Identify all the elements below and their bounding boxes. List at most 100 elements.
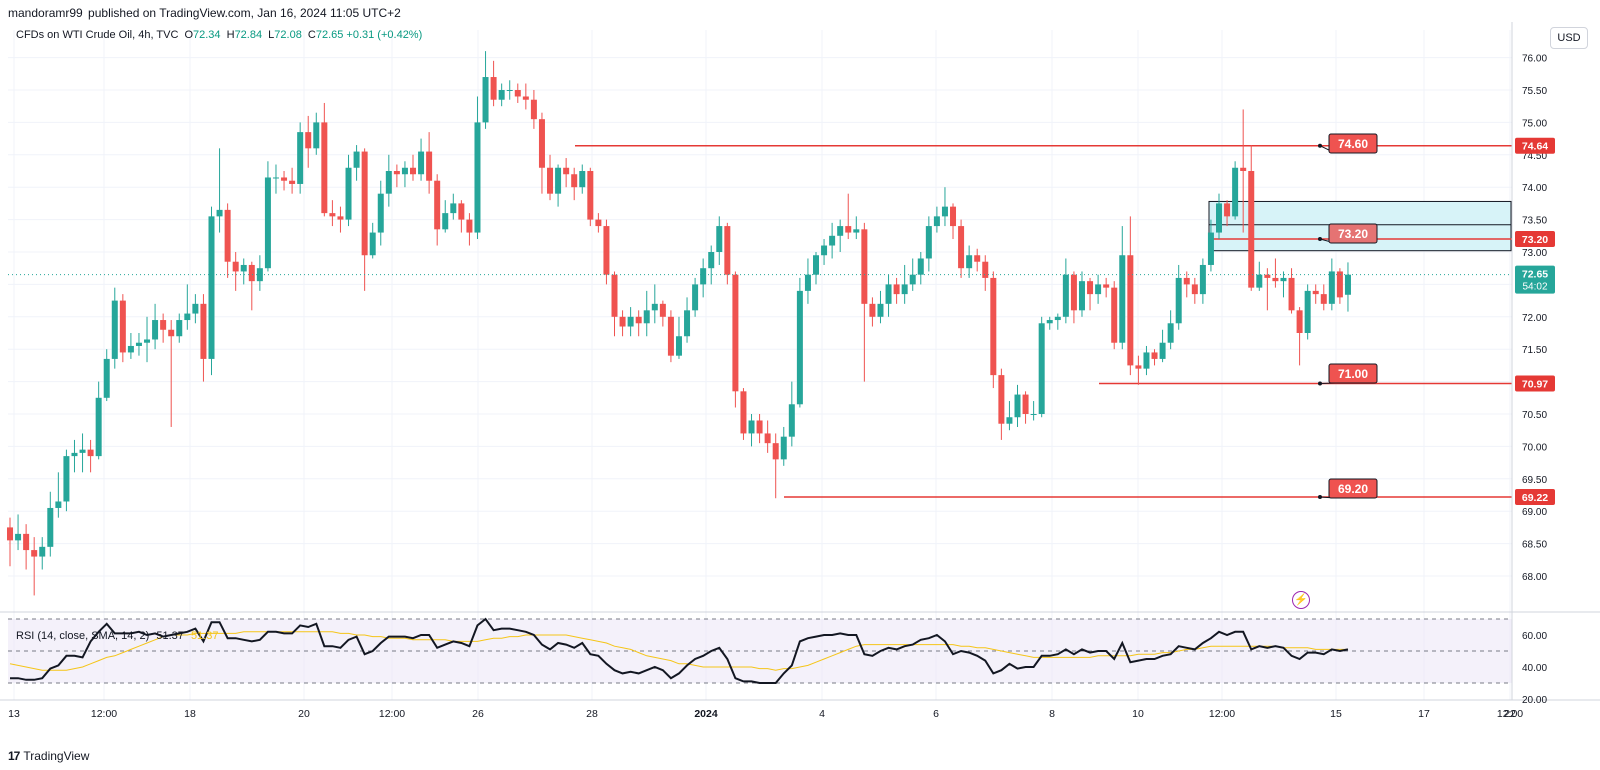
- candle-body: [998, 375, 1005, 424]
- candle-body: [1014, 394, 1021, 418]
- time-tick-label: 2024: [694, 708, 718, 720]
- lightning-icon[interactable]: ⚡: [1292, 591, 1310, 609]
- candle-body: [579, 171, 586, 188]
- candle-body: [1256, 274, 1263, 288]
- price-tick-label: 70.50: [1522, 410, 1547, 421]
- horizontal-levels: [575, 144, 1512, 498]
- candle-body: [1248, 171, 1255, 288]
- candle-body: [458, 203, 465, 220]
- candle-body: [837, 226, 844, 236]
- candle-body: [700, 268, 707, 285]
- low-label: L: [268, 29, 275, 41]
- callout-box: [1328, 133, 1378, 154]
- candle-body: [490, 77, 497, 100]
- candle-body: [281, 177, 288, 181]
- candle-body: [385, 171, 392, 194]
- candle-body: [732, 274, 739, 392]
- countdown-label: 54:02: [1522, 282, 1547, 293]
- candle-body: [337, 216, 344, 220]
- candle-body: [377, 193, 384, 233]
- publish-info: mandoramr99 published on TradingView.com…: [8, 6, 403, 20]
- price-badge: [1515, 137, 1555, 154]
- change-value: +0.31 (+0.42%): [346, 29, 423, 41]
- candle-body: [1078, 281, 1085, 311]
- candle-body: [1199, 264, 1206, 295]
- candle-body: [643, 310, 650, 324]
- currency-button[interactable]: USD: [1550, 27, 1588, 49]
- candle-body: [450, 203, 457, 214]
- time-tick-label: 6: [933, 708, 939, 720]
- callout-box: [1328, 363, 1378, 384]
- candle-body: [466, 219, 473, 233]
- candle-body: [684, 310, 691, 337]
- candle-body: [506, 90, 513, 91]
- candle-body: [1336, 271, 1343, 298]
- candle-body: [990, 277, 997, 376]
- candle-body: [950, 206, 957, 227]
- candle-body: [555, 167, 562, 194]
- last-price-label: 72.65: [1522, 269, 1548, 281]
- candle-body: [200, 303, 207, 359]
- candle-body: [1111, 287, 1118, 343]
- callout-box: [1328, 478, 1378, 499]
- close-label: C: [307, 29, 316, 41]
- publisher-name: mandoramr99: [8, 6, 83, 20]
- candle-body: [853, 229, 860, 233]
- candle-body: [63, 456, 70, 502]
- symbol-title[interactable]: CFDs on WTI Crude Oil, 4h, TVC: [16, 29, 179, 41]
- candle-body: [232, 261, 239, 272]
- candle-body: [1280, 277, 1287, 282]
- symbol-legend[interactable]: CFDs on WTI Crude Oil, 4h, TVC O72.34 H7…: [16, 29, 422, 41]
- callout-box: [1328, 223, 1378, 244]
- candle-body: [79, 449, 86, 453]
- candle-body: [272, 177, 279, 179]
- high-label: H: [226, 29, 235, 41]
- candle-body: [111, 300, 118, 359]
- candle-body: [974, 255, 981, 262]
- candles: [7, 51, 1351, 596]
- candle-body: [442, 213, 449, 230]
- callout-label: 74.60: [1338, 137, 1368, 151]
- candle-body: [103, 358, 110, 398]
- candle-body: [353, 151, 360, 168]
- candle-body: [1232, 167, 1239, 217]
- candle-body: [192, 303, 199, 314]
- candle-body: [804, 274, 811, 291]
- candle-body: [821, 245, 828, 256]
- candle-body: [1062, 274, 1069, 317]
- candle-body: [1095, 284, 1102, 295]
- candle-body: [321, 122, 328, 214]
- candle-body: [1207, 232, 1214, 265]
- candle-body: [1328, 271, 1335, 304]
- rsi-label[interactable]: RSI (14, close, SMA, 14, 2): [16, 630, 150, 642]
- time-tick-label: 12:00: [1209, 708, 1235, 720]
- candle-body: [224, 209, 231, 262]
- price-tick-label: 75.50: [1522, 86, 1547, 97]
- candle-body: [530, 99, 537, 120]
- candle-body: [329, 213, 336, 217]
- candle-body: [1022, 394, 1029, 414]
- candle-body: [434, 180, 441, 230]
- candle-body: [958, 226, 965, 269]
- price-tick-label: 73.50: [1522, 216, 1547, 227]
- candle-body: [1151, 352, 1158, 359]
- candle-body: [901, 284, 908, 295]
- high-value: 72.84: [234, 29, 263, 41]
- candle-body: [401, 167, 408, 175]
- candle-body: [1103, 284, 1110, 288]
- candle-body: [780, 436, 787, 460]
- rsi-legend[interactable]: RSI (14, close, SMA, 14, 2) 51.37 51.37: [16, 630, 218, 642]
- candle-body: [264, 177, 271, 269]
- time-tick-label: 15: [1330, 708, 1342, 720]
- candle-body: [15, 533, 22, 541]
- candle-body: [514, 90, 521, 97]
- level-callouts[interactable]: 74.60 73.20 71.00 69.20: [1318, 133, 1378, 499]
- candle-body: [571, 174, 578, 188]
- candle-body: [313, 122, 320, 149]
- candle-body: [1216, 203, 1222, 233]
- open-label: O: [184, 29, 194, 41]
- candle-body: [127, 345, 134, 353]
- price-tick-label: 68.50: [1522, 540, 1547, 551]
- time-tick-label: 20: [298, 708, 310, 720]
